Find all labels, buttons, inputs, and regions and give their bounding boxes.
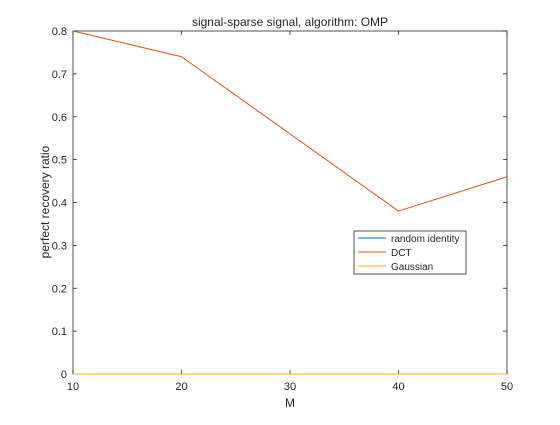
y-axis-label: perfect recovery ratio bbox=[38, 145, 52, 258]
legend-label-2: Gaussian bbox=[391, 262, 433, 273]
y-tick-label: 0.2 bbox=[52, 283, 67, 295]
y-tick-label: 0.8 bbox=[52, 26, 67, 38]
y-tick-label: 0 bbox=[61, 369, 67, 381]
legend: random identity DCT Gaussian bbox=[353, 230, 467, 275]
x-tick-label: 20 bbox=[175, 381, 187, 393]
x-axis-label: M bbox=[285, 396, 295, 410]
legend-label-1: DCT bbox=[391, 248, 412, 259]
y-tick-label: 0.3 bbox=[52, 240, 67, 252]
y-tick-label: 0.6 bbox=[52, 112, 67, 124]
chart-title: signal-sparse signal, algorithm: OMP bbox=[192, 15, 388, 29]
x-tick-label: 40 bbox=[392, 381, 404, 393]
y-tick-label: 0.4 bbox=[52, 198, 67, 210]
x-tick-label: 10 bbox=[67, 381, 79, 393]
y-tick-label: 0.7 bbox=[52, 69, 67, 81]
series-line-1 bbox=[72, 30, 508, 212]
legend-label-0: random identity bbox=[391, 234, 459, 245]
series-lines bbox=[72, 30, 508, 375]
y-tick-label: 0.1 bbox=[52, 326, 67, 338]
x-tick-label: 50 bbox=[501, 381, 513, 393]
y-tick-label: 0.5 bbox=[52, 155, 67, 167]
x-tick-label: 30 bbox=[284, 381, 296, 393]
